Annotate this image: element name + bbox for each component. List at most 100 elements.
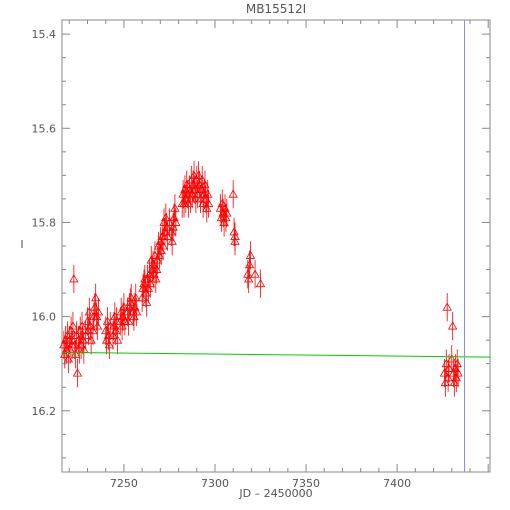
data-point xyxy=(230,222,240,251)
triangle-marker xyxy=(453,368,463,377)
triangle-marker xyxy=(222,208,232,217)
triangle-marker xyxy=(91,292,101,302)
data-point xyxy=(196,175,207,204)
y-tick-label: 16.0 xyxy=(32,311,57,324)
data-point xyxy=(77,311,87,341)
data-point xyxy=(131,283,141,312)
y-tick-label: 15.4 xyxy=(32,28,57,41)
data-point xyxy=(440,368,451,397)
data-point xyxy=(161,203,171,232)
triangle-marker xyxy=(189,170,199,179)
data-point xyxy=(152,255,162,284)
triangle-marker xyxy=(162,222,172,231)
data-point xyxy=(162,213,172,242)
data-point xyxy=(442,293,452,322)
triangle-marker xyxy=(196,184,207,193)
triangle-marker xyxy=(255,278,266,288)
chart-title: MB15512I xyxy=(246,2,306,16)
triangle-marker xyxy=(88,325,98,335)
data-point xyxy=(453,359,463,388)
data-point xyxy=(119,293,129,322)
y-axis-label: I xyxy=(20,238,23,251)
x-axis-label: JD – 2450000 xyxy=(238,487,312,500)
triangle-marker xyxy=(152,264,162,273)
y-tick-label: 15.8 xyxy=(32,216,57,229)
triangle-marker xyxy=(168,222,178,231)
data-point xyxy=(167,227,177,256)
triangle-marker xyxy=(131,292,141,302)
data-point xyxy=(102,307,113,336)
x-tick-label: 7400 xyxy=(383,477,411,490)
triangle-marker xyxy=(221,212,231,222)
data-point xyxy=(123,307,134,336)
data-point xyxy=(85,311,95,341)
data-point xyxy=(221,203,231,232)
triangle-marker xyxy=(197,175,207,184)
triangle-marker xyxy=(151,274,161,283)
data-point xyxy=(68,311,78,341)
triangle-marker xyxy=(131,307,142,316)
data-point xyxy=(255,269,266,298)
triangle-marker xyxy=(250,269,260,278)
triangle-marker xyxy=(126,292,136,302)
data-point xyxy=(170,194,180,223)
triangle-marker xyxy=(72,368,83,377)
data-point xyxy=(182,170,192,199)
data-point xyxy=(108,321,118,350)
data-point xyxy=(92,311,103,341)
triangle-marker xyxy=(125,297,135,306)
triangle-marker xyxy=(170,203,180,212)
triangle-marker xyxy=(452,358,462,368)
triangle-marker xyxy=(243,274,254,283)
triangle-marker xyxy=(102,316,113,325)
data-point xyxy=(244,250,255,279)
triangle-marker xyxy=(70,349,81,358)
data-point xyxy=(84,297,95,327)
triangle-marker xyxy=(200,179,210,189)
triangle-marker xyxy=(443,373,453,382)
data-point xyxy=(151,264,161,294)
triangle-marker xyxy=(123,316,134,325)
triangle-marker xyxy=(441,358,451,368)
data-point xyxy=(217,189,227,218)
plot-frame xyxy=(61,19,491,473)
triangle-marker xyxy=(119,302,129,311)
data-point xyxy=(229,217,239,246)
triangle-marker xyxy=(203,189,213,198)
data-point xyxy=(70,340,81,369)
triangle-marker xyxy=(104,340,115,349)
triangle-marker xyxy=(69,274,79,283)
data-point xyxy=(93,297,104,327)
data-point xyxy=(117,311,127,341)
axis-ticks xyxy=(62,20,490,472)
triangle-marker xyxy=(198,198,208,208)
data-point xyxy=(443,363,453,392)
triangle-marker xyxy=(187,189,197,198)
triangle-marker xyxy=(182,179,192,189)
triangle-marker xyxy=(447,321,458,330)
data-point xyxy=(189,161,199,190)
triangle-marker xyxy=(245,250,256,259)
data-point xyxy=(452,349,462,378)
triangle-marker xyxy=(193,170,204,179)
data-point xyxy=(198,189,208,218)
triangle-marker xyxy=(167,236,177,245)
triangle-marker xyxy=(440,377,451,386)
data-point xyxy=(168,213,178,242)
data-point xyxy=(197,165,207,195)
data-point xyxy=(447,344,457,374)
data-point xyxy=(129,302,139,331)
triangle-marker xyxy=(444,363,454,372)
triangle-marker xyxy=(92,321,103,330)
triangle-marker xyxy=(117,321,127,330)
data-point xyxy=(243,264,254,294)
data-point xyxy=(171,208,181,237)
x-tick-labels: 7250 7300 7350 7400 xyxy=(110,477,411,490)
data-point xyxy=(187,180,197,209)
data-point xyxy=(131,297,142,327)
triangle-marker xyxy=(85,321,95,330)
triangle-marker xyxy=(129,311,139,321)
triangle-marker xyxy=(195,194,206,203)
y-tick-labels: 15.4 15.6 15.8 16.0 16.2 xyxy=(32,28,57,418)
